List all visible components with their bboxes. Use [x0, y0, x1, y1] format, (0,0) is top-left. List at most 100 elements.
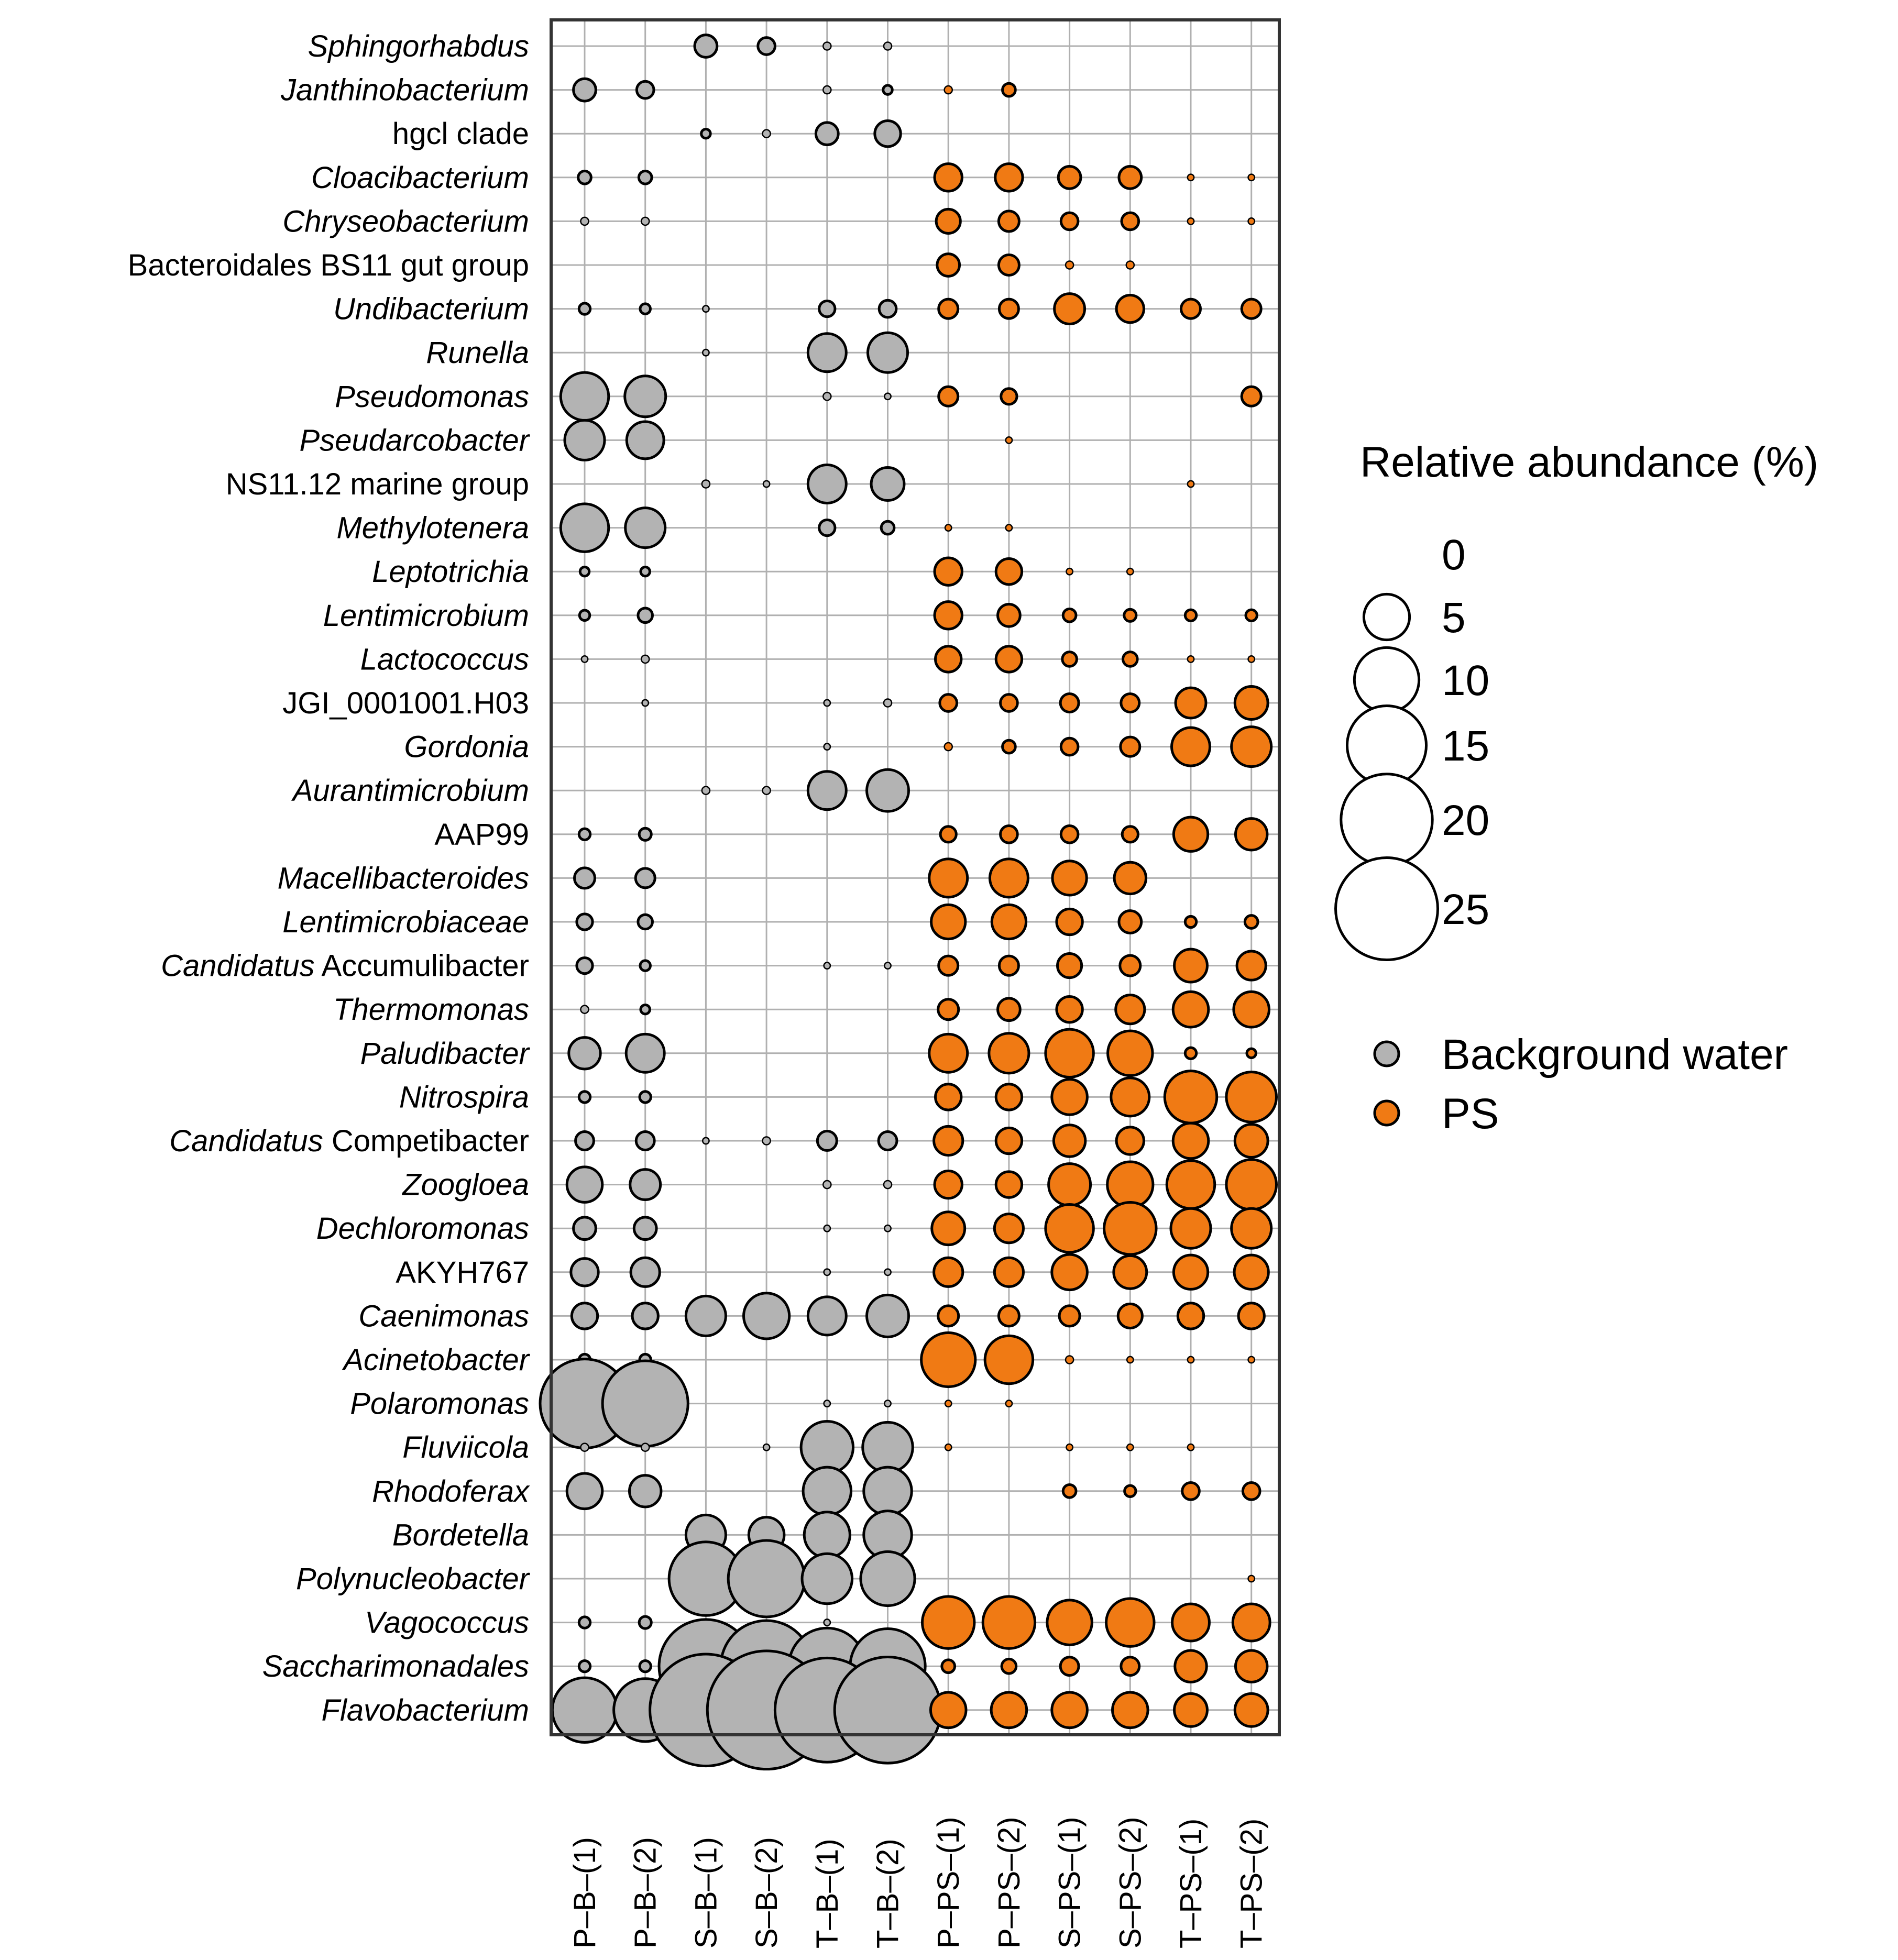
taxon-label: hgcl clade: [392, 117, 529, 151]
bubble: [996, 602, 1022, 628]
bubble: [701, 786, 711, 796]
bubble: [999, 824, 1019, 844]
bubble: [884, 1268, 892, 1276]
bubble: [833, 1655, 942, 1765]
bubble: [944, 1400, 952, 1408]
bubble: [938, 693, 959, 713]
bubble: [1111, 1691, 1149, 1730]
bubble: [1047, 1162, 1092, 1207]
sample-label: P–B–(2): [629, 1837, 663, 1948]
legend-size-label: 10: [1442, 657, 1489, 704]
bubble: [551, 1676, 619, 1744]
plot-frame: [550, 18, 1281, 1736]
bubble: [578, 565, 591, 578]
bubble: [1126, 1443, 1134, 1451]
taxon-label: Candidatus Accumulibacter: [161, 949, 529, 983]
bubble: [577, 1659, 592, 1673]
taxon-label: AAP99: [434, 818, 529, 852]
bubble: [1235, 950, 1267, 982]
bubble: [1057, 164, 1082, 190]
legend-size-label: 25: [1442, 886, 1489, 933]
legend-size-label: 0: [1442, 531, 1466, 579]
bubble: [1050, 1253, 1089, 1292]
bubble: [1113, 861, 1148, 896]
bubble: [823, 699, 831, 707]
bubble: [638, 1615, 653, 1630]
bubble: [569, 1257, 600, 1287]
bubble: [1243, 914, 1259, 930]
bubble: [1115, 293, 1145, 324]
taxon-label: Saccharimonadales: [262, 1649, 529, 1683]
bubble: [701, 479, 711, 489]
bubble: [623, 375, 667, 419]
sample-label: T–PS–(2): [1235, 1819, 1269, 1948]
bubble: [1183, 1046, 1198, 1060]
bubble: [994, 162, 1024, 193]
bubble: [756, 36, 776, 56]
bubble: [1044, 1203, 1095, 1254]
bubble: [639, 959, 652, 972]
bubble: [823, 1618, 831, 1627]
bubble: [559, 502, 610, 553]
bubble: [880, 520, 896, 536]
bubble: [640, 1443, 650, 1452]
bubble: [625, 420, 665, 460]
sample-labels: P–B–(1) P–B–(2) S–B–(1) S–B–(2) T–B–(1) T–B–(…: [568, 1817, 1269, 1948]
bubble: [1059, 736, 1080, 757]
bubble: [1171, 1121, 1210, 1160]
bubble: [1183, 608, 1198, 622]
bubble: [937, 1304, 960, 1328]
bubble: [1187, 217, 1195, 225]
bubble: [822, 85, 832, 95]
bubble: [933, 556, 963, 587]
bubble: [624, 1032, 666, 1074]
bubble: [1050, 1078, 1089, 1116]
taxon-label: Flavobacterium: [322, 1693, 529, 1727]
legend-group-marker: [1373, 1040, 1400, 1067]
bubble: [993, 1256, 1025, 1288]
bubble: [803, 1511, 851, 1559]
bubble: [634, 1130, 656, 1151]
bubble: [580, 1005, 589, 1015]
taxon-label: Candidatus Competibacter: [169, 1124, 529, 1158]
taxon-label: Bacteroidales BS11 gut group: [128, 248, 529, 282]
bubble: [641, 699, 650, 707]
bubble: [1247, 655, 1256, 663]
bubble: [637, 913, 654, 931]
bubble: [997, 254, 1021, 277]
taxon-label: Vagococcus: [365, 1606, 529, 1640]
bubble: [859, 1550, 916, 1607]
bubble: [861, 1421, 914, 1474]
bubble: [580, 655, 589, 663]
bubble: [1231, 1602, 1271, 1643]
bubble: [638, 827, 653, 842]
bubble: [865, 1293, 910, 1338]
bubble: [700, 127, 712, 140]
bubble: [727, 1539, 806, 1618]
sample-label: T–B–(1): [810, 1838, 844, 1948]
bubble: [818, 299, 837, 318]
bubble: [1181, 1481, 1201, 1501]
bubble: [1183, 915, 1198, 929]
legend-size-label: 20: [1442, 797, 1489, 844]
bubble: [818, 518, 837, 537]
bubble: [1121, 825, 1139, 844]
bubble: [994, 557, 1024, 586]
legend: Relative abundance (%) 0 5 10 15 20 25 Backgro…: [1334, 438, 1818, 1138]
bubble: [565, 1165, 604, 1204]
taxon-label: Nitrospira: [399, 1080, 529, 1114]
bubble: [802, 1466, 853, 1517]
bubble: [1173, 1649, 1208, 1683]
bubble: [629, 1168, 662, 1202]
bubble: [701, 1137, 710, 1145]
bubble: [930, 903, 967, 941]
bubble: [988, 1032, 1030, 1075]
bubble: [567, 1036, 602, 1071]
bubble: [577, 302, 592, 316]
bubble: [1110, 1076, 1151, 1118]
bubble: [943, 742, 953, 752]
bubble: [1000, 1657, 1018, 1675]
bubble: [637, 607, 654, 624]
bubble: [635, 80, 655, 100]
bubble: [762, 129, 771, 139]
